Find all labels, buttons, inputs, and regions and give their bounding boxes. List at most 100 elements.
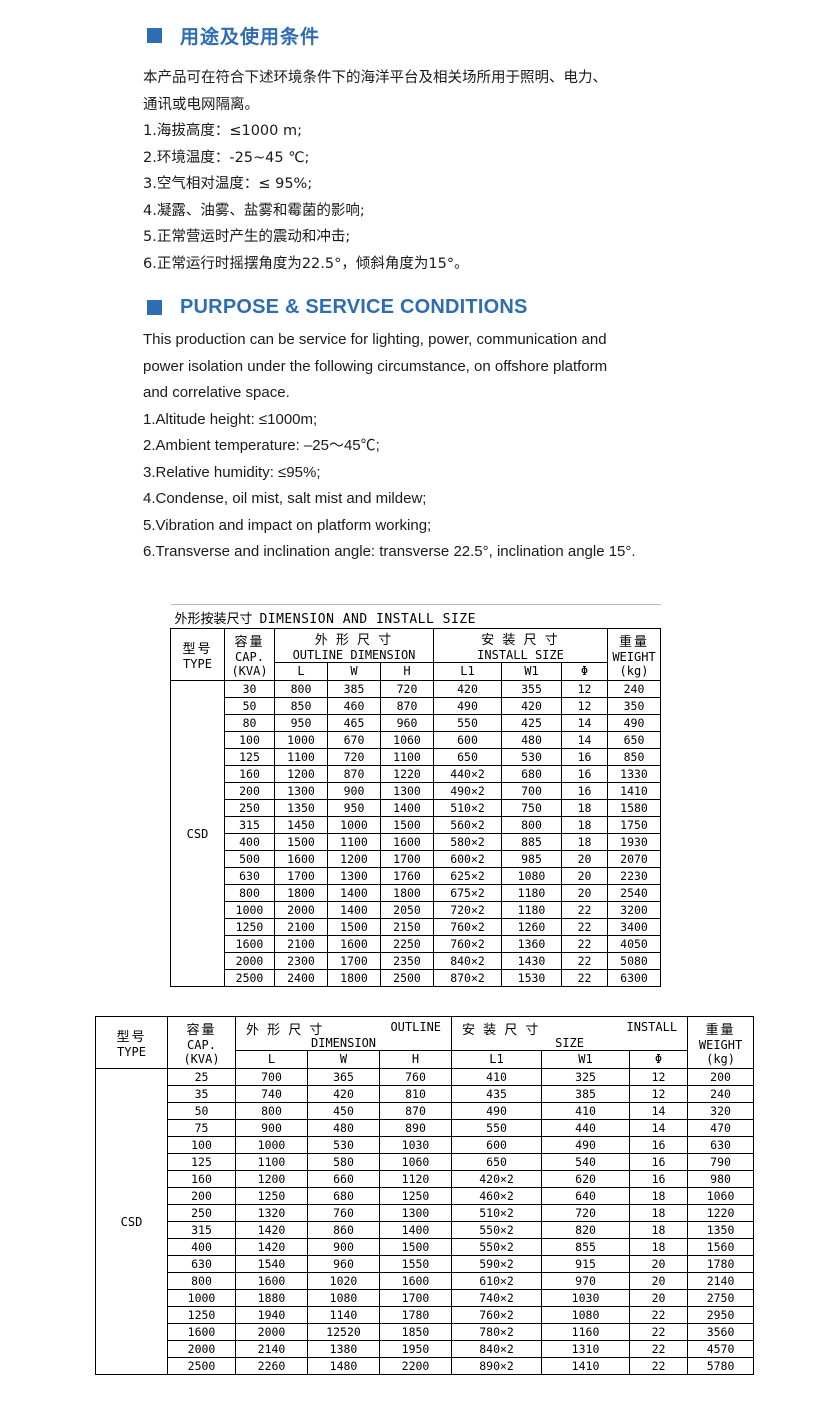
table-cell-W1: 985	[501, 850, 562, 868]
table-cell-cap: 1600	[224, 935, 275, 953]
table-cell-L: 2140	[235, 1340, 308, 1358]
table-cell-H: 1300	[378, 1204, 453, 1222]
table-cell-cap: 1000	[224, 901, 275, 919]
table-row: 160 1200 870 1220 440×2 680 16 1330	[171, 765, 662, 783]
table-cell-L1: 590×2	[451, 1255, 543, 1273]
table-cell-H: 960	[380, 714, 434, 732]
table-cell-weight: 1350	[687, 1221, 755, 1239]
table-cell-L: 1320	[235, 1204, 308, 1222]
table-row: 100 1000 530 1030 600 490 16 630	[96, 1136, 755, 1154]
chinese-list-item: 1.海拔高度：≤1000 m;	[143, 123, 303, 139]
table-cell-W: 870	[327, 765, 381, 783]
table-cell-L1: 625×2	[433, 867, 502, 885]
table-cell-weight: 790	[687, 1153, 755, 1171]
table-cell-L: 1540	[235, 1255, 308, 1273]
table-row: CSD 25 700 365 760 410 325 12 200	[95, 1068, 755, 1375]
table-cell-weight: 2140	[687, 1272, 755, 1290]
english-body: This production can be service for light…	[143, 327, 703, 566]
table-cell-weight: 1410	[606, 782, 662, 800]
table-cell-W1: 325	[541, 1068, 631, 1086]
table-cell-W1: 680	[501, 765, 562, 783]
table1-weight-cn: 重量	[619, 635, 650, 650]
table-cell-L1: 600	[433, 731, 502, 749]
table-cell-L1: 740×2	[451, 1289, 543, 1307]
table-cell-weight: 5080	[606, 952, 662, 970]
table-cell-phi: 16	[561, 782, 608, 800]
table-cell-cap: 1600	[167, 1323, 236, 1341]
table-row: 100 1000 670 1060 600 480 14 650	[171, 731, 662, 749]
table-cell-L: 1300	[274, 782, 328, 800]
table-cell-weight: 6300	[606, 969, 662, 987]
table-cell-weight: 5780	[687, 1357, 755, 1375]
table-cell-L1: 600×2	[433, 850, 502, 868]
table-cell-W1: 750	[501, 799, 562, 817]
table2-outline-en: OUTLINE	[390, 1020, 442, 1034]
table1-body: CSD 30 800 385 720 420 355 12 240 50 850 460 870 490 4…	[170, 680, 662, 987]
table2-weight-cn: 重量	[705, 1023, 736, 1038]
table-cell-W1: 700	[501, 782, 562, 800]
table-cell-weight: 3200	[606, 901, 662, 919]
table-row: 500 1600 1200 1700 600×2 985 20 2070	[171, 850, 662, 868]
table-cell-phi: 22	[629, 1357, 689, 1375]
table-cell-cap: 125	[167, 1153, 236, 1171]
table-cell-weight: 1330	[606, 765, 662, 783]
table-cell-weight: 470	[687, 1119, 755, 1137]
table1-title-row: 外形按装尺寸 DIMENSION AND INSTALL SIZE	[170, 604, 661, 629]
table-cell-weight: 240	[606, 680, 662, 698]
table-cell-L: 2260	[235, 1357, 308, 1375]
table-cell-cap: 500	[224, 850, 275, 868]
table-cell-weight: 1060	[687, 1187, 755, 1205]
table-cell-W1: 420	[501, 697, 562, 715]
table-cell-phi: 18	[561, 816, 608, 834]
table1-cap-cn: 容量	[234, 635, 265, 650]
table1-install-en: INSTALL SIZE	[477, 648, 564, 662]
table-cell-cap: 400	[224, 833, 275, 851]
table-row: 80 950 465 960 550 425 14 490	[171, 714, 662, 732]
table-cell-phi: 12	[629, 1068, 689, 1086]
english-paragraph-line: power isolation under the following circ…	[143, 357, 608, 375]
table-cell-cap: 200	[224, 782, 275, 800]
table-cell-H: 1300	[380, 782, 434, 800]
table-cell-phi: 16	[561, 765, 608, 783]
table-cell-W: 385	[327, 680, 381, 698]
table-cell-cap: 800	[167, 1272, 236, 1290]
table-cell-W: 660	[307, 1170, 380, 1188]
table-row: 200 1300 900 1300 490×2 700 16 1410	[171, 782, 662, 800]
table1-sub-L: L	[274, 662, 328, 681]
english-paragraph-line: This production can be service for light…	[143, 331, 607, 348]
table-cell-cap: 400	[167, 1238, 236, 1256]
table-row: 315 1450 1000 1500 560×2 800 18 1750	[171, 816, 662, 834]
table-cell-phi: 22	[561, 935, 608, 953]
chinese-list-item: 6.正常运行时摇摆角度为22.5°，倾斜角度为15°。	[143, 255, 469, 272]
table-row: 250 1350 950 1400 510×2 750 18 1580	[171, 799, 662, 817]
english-list-item: 6.Transverse and inclination angle: tran…	[143, 543, 636, 560]
table-cell-H: 2350	[380, 952, 434, 970]
table-cell-H: 1550	[378, 1255, 453, 1273]
table-cell-L: 1350	[274, 799, 328, 817]
table-row: 400 1500 1100 1600 580×2 885 18 1930	[171, 833, 662, 851]
table-cell-weight: 1560	[687, 1238, 755, 1256]
table-cell-L: 1100	[235, 1153, 308, 1171]
table-cell-phi: 22	[629, 1306, 689, 1324]
table-cell-W: 480	[307, 1119, 380, 1137]
table-cell-L1: 760×2	[433, 918, 502, 936]
table1-sub-L1: L1	[433, 662, 502, 681]
table-row: CSD 30 800 385 720 420 355 12 240	[170, 680, 662, 987]
table-cell-weight: 2540	[606, 884, 662, 902]
table-cell-H: 1250	[378, 1187, 453, 1205]
table-cell-L: 1880	[235, 1289, 308, 1307]
table-row: 800 1800 1400 1800 675×2 1180 20 2540	[171, 884, 662, 902]
table-cell-H: 1060	[380, 731, 434, 749]
table-cell-W: 720	[327, 748, 381, 766]
table-cell-W1: 1310	[541, 1340, 631, 1358]
table-cell-phi: 14	[561, 714, 608, 732]
table-cell-L1: 600	[451, 1136, 543, 1154]
table-cell-L1: 560×2	[433, 816, 502, 834]
table2-col-type: 型号 TYPE	[95, 1016, 168, 1069]
table2-cap-cn: 容量	[186, 1023, 217, 1038]
table-cell-H: 1700	[378, 1289, 453, 1307]
table-cell-phi: 12	[561, 680, 608, 698]
table-cell-cap: 50	[224, 697, 275, 715]
table-cell-H: 1030	[378, 1136, 453, 1154]
table-cell-W: 1400	[327, 901, 381, 919]
